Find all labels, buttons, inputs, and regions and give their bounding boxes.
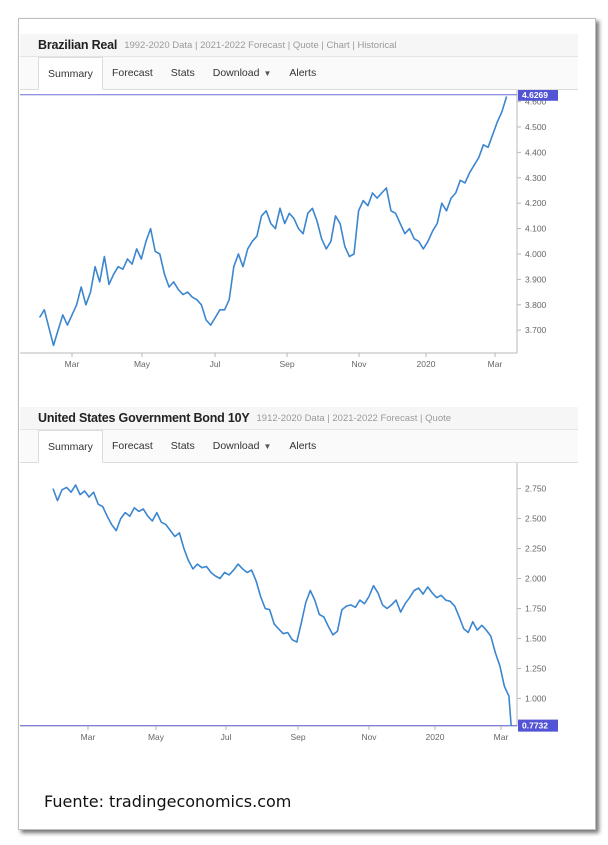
chart-panel-us-bond-10y: United States Government Bond 10Y 1912-2… [20,407,578,752]
tab-forecast[interactable]: Forecast [103,57,162,89]
y-tick-label: 1.250 [525,663,547,673]
tab-stats[interactable]: Stats [162,430,204,462]
y-tick-label: 3.700 [525,325,547,335]
tab-summary-label: Summary [48,67,93,80]
tab-stats-label: Stats [170,67,195,79]
tab-stats[interactable]: Stats [162,57,204,89]
last-value-badge [518,90,558,101]
x-tick-label: Jul [221,732,232,742]
y-tick-label: 1.000 [525,693,547,703]
tab-alerts[interactable]: Alerts [280,57,325,89]
y-tick-label: 3.900 [525,274,547,284]
x-tick-label: May [148,732,165,742]
tab-alerts[interactable]: Alerts [280,430,325,462]
tab-forecast-label: Forecast [111,440,153,452]
y-tick-label: 4.600 [525,97,547,107]
x-tick-label: Mar [81,732,96,742]
y-tick-label: 4.000 [525,249,547,259]
tab-forecast-label: Forecast [111,67,153,79]
series-line [52,484,512,727]
tab-alerts-label: Alerts [289,67,317,79]
x-tick-label: Sep [279,359,294,369]
y-tick-label: 4.500 [525,122,547,132]
y-tick-label: 4.400 [525,147,547,157]
caret-down-icon: ▼ [263,68,272,78]
y-tick-label: 3.800 [525,300,547,310]
y-tick-label: 4.200 [525,198,547,208]
chart-tabs: Summary Forecast Stats Download ▼ Alerts [20,57,578,90]
line-chart-brazilian-real: 4.600 4.500 4.400 4.300 4.200 4.100 4.000 3.900… [20,90,558,369]
y-tick-label: 2.750 [525,484,547,494]
chart-header: Brazilian Real 1992-2020 Data | 2021-202… [20,34,578,57]
y-tick-label: 1.750 [525,603,547,613]
y-tick-label: 4.300 [525,173,547,183]
tab-summary[interactable]: Summary [38,430,103,463]
x-tick-label: Sep [290,732,305,742]
tab-alerts-label: Alerts [289,440,317,452]
tab-download-label: Download [212,440,260,452]
chart-title[interactable]: Brazilian Real [38,38,118,52]
last-value-label: 4.6269 [522,90,548,100]
chart-links[interactable]: 1912-2020 Data | 2021-2022 Forecast | Qu… [256,412,452,424]
chart-tabs: Summary Forecast Stats Download ▼ Alerts [20,430,578,463]
chart-title[interactable]: United States Government Bond 10Y [38,411,250,425]
line-chart-us-bond-10y: 2.750 2.500 2.250 2.000 1.750 1.500 1.250 1.000… [20,463,558,742]
chart-panel-brazilian-real: Brazilian Real 1992-2020 Data | 2021-202… [20,34,578,379]
tab-stats-label: Stats [170,440,195,452]
x-tick-label: 2020 [426,732,445,742]
y-tick-label: 2.000 [525,574,547,584]
series-line [38,96,508,347]
x-tick-label: 2020 [417,359,436,369]
plot-area [20,90,517,353]
chart-header: United States Government Bond 10Y 1912-2… [20,407,578,430]
x-tick-label: Mar [494,732,509,742]
y-tick-label: 2.500 [525,514,547,524]
y-tick-label: 1.500 [525,633,547,643]
x-tick-label: Mar [65,359,80,369]
tab-summary[interactable]: Summary [38,57,103,90]
y-tick-label: 2.250 [525,544,547,554]
last-value-label: 0.7732 [522,721,548,731]
x-tick-label: Jul [210,359,221,369]
x-tick-label: Mar [488,359,503,369]
x-tick-label: Nov [351,359,367,369]
plot-area [20,463,517,726]
caret-down-icon: ▼ [263,441,272,451]
source-caption: Fuente: tradingeconomics.com [44,792,292,811]
tab-forecast[interactable]: Forecast [103,430,162,462]
tab-download[interactable]: Download ▼ [204,430,281,462]
tab-download-label: Download [212,67,260,79]
tab-download[interactable]: Download ▼ [204,57,281,89]
x-tick-label: Nov [361,732,377,742]
last-value-badge [518,719,558,732]
chart-links[interactable]: 1992-2020 Data | 2021-2022 Forecast | Qu… [124,39,397,51]
tab-summary-label: Summary [48,440,93,453]
y-tick-label: 4.100 [525,224,547,234]
x-tick-label: May [134,359,151,369]
